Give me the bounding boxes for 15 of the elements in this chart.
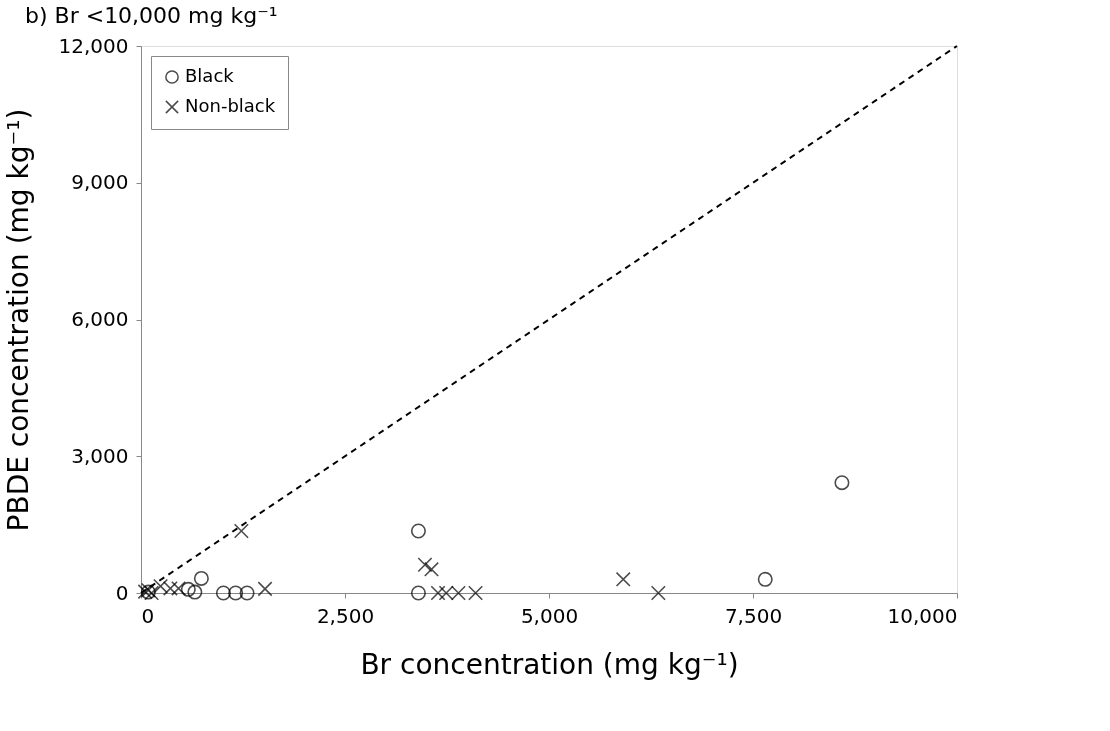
y-tick-label: 6,000 [71,307,129,331]
x-tick-label: 2,500 [316,603,375,628]
legend-label: Black [185,65,235,86]
chart-title: b) Br <10,000 mg kg⁻¹ [25,3,278,28]
x-tick-label: 0 [141,603,155,628]
y-tick-label: 12,000 [58,33,129,58]
x-axis-title: Br concentration (mg kg⁻¹) [360,647,739,681]
x-tick-label: 10,000 [887,603,958,628]
x-tick-label: 7,500 [724,603,783,628]
y-tick-label: 9,000 [71,170,129,195]
y-tick-label: 0 [115,580,129,605]
legend-label: Non-black [185,95,276,116]
y-tick-label: 3,000 [71,443,129,468]
y-axis-title: PBDE concentration (mg kg⁻¹) [1,108,35,532]
x-tick-label: 5,000 [520,603,579,628]
